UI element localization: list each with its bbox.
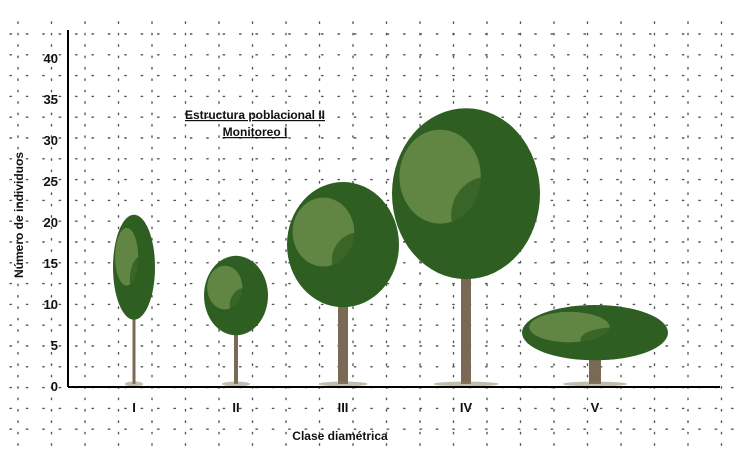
tree-bar-II <box>204 256 268 387</box>
y-tick-label: 30 <box>44 133 58 148</box>
x-tick-label: I <box>132 400 136 415</box>
tree-crown-shade <box>580 327 653 352</box>
y-tick-label: 10 <box>44 297 58 312</box>
tree-crown-shade <box>451 177 525 254</box>
y-tick-label: 15 <box>44 256 58 271</box>
y-tick-labels: 0 5 10 15 20 25 30 35 40 <box>44 51 58 394</box>
y-tick-label: 40 <box>44 51 58 66</box>
tree-bar-III <box>287 182 399 387</box>
tree-bar-I <box>113 215 155 387</box>
x-tick-label: V <box>591 400 600 415</box>
x-tick-label: III <box>338 400 349 415</box>
y-tick-label: 20 <box>44 215 58 230</box>
tree-bar-IV <box>392 108 540 386</box>
x-axis-title: Clase diamétrica <box>292 429 388 443</box>
x-tick-label: IV <box>460 400 473 415</box>
tree-ground-shadow <box>318 382 367 387</box>
chart-title: Estructura poblacional II <box>185 108 325 122</box>
x-tick-label: II <box>232 400 239 415</box>
x-tick-labels: I II III IV V <box>132 400 599 415</box>
y-tick-label: 5 <box>51 338 58 353</box>
y-tick-label: 35 <box>44 92 58 107</box>
tree-bar-V <box>522 305 668 387</box>
tree-bars <box>113 108 668 386</box>
tree-crown-shade <box>230 288 262 324</box>
y-axis-title: Número de individuos <box>12 152 26 278</box>
tree-ground-shadow <box>433 382 498 387</box>
tree-ground-shadow <box>125 382 143 387</box>
tree-crown-shade <box>130 257 151 304</box>
y-tick-label: 0 <box>51 379 58 394</box>
tree-ground-shadow <box>563 382 627 387</box>
chart-subtitle: Monitoreo I <box>223 125 288 139</box>
y-tick-label: 25 <box>44 174 58 189</box>
tree-crown-shade <box>332 232 388 288</box>
tree-ground-shadow <box>222 382 250 387</box>
